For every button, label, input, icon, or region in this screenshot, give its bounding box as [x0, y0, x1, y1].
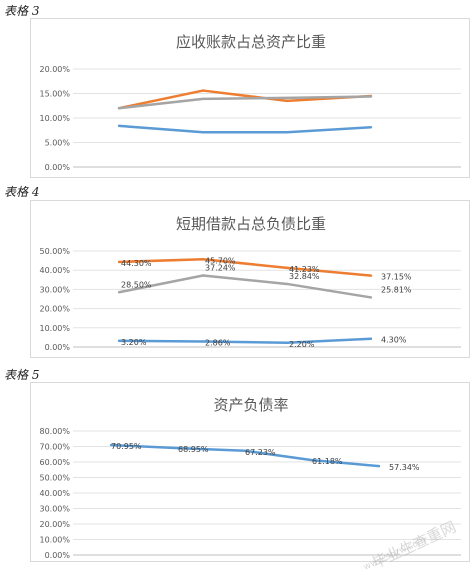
data-label: 68.95%	[178, 445, 209, 454]
y-tick-label: 10.00%	[39, 324, 70, 333]
data-point	[201, 89, 205, 92]
data-point	[201, 97, 205, 101]
data-label: 4.30%	[381, 336, 407, 345]
data-point	[117, 339, 121, 343]
data-label: 61.18%	[312, 457, 343, 466]
data-point	[243, 449, 247, 452]
data-point	[369, 274, 373, 277]
data-label: 3.20%	[121, 338, 147, 347]
data-point	[369, 126, 373, 129]
y-tick-label: 70.00%	[39, 443, 70, 452]
data-point	[201, 258, 205, 261]
data-label: 2.20%	[289, 340, 315, 349]
y-tick-label: 60.00%	[39, 458, 70, 467]
debt-asset-ratio-chart: 资产负债率 0.00% 10.00% 20.00% 30.00% 40.00% 50.00%…	[39, 396, 461, 560]
series-line	[118, 95, 372, 110]
series-line	[118, 258, 372, 277]
y-tick-label: 20.00%	[39, 65, 70, 74]
data-label: 41.23%	[289, 265, 320, 274]
data-point	[285, 96, 289, 100]
data-point	[310, 458, 314, 462]
data-label: 45.70%	[205, 256, 236, 265]
y-tick-label: 80.00%	[39, 427, 70, 436]
data-label: 37.15%	[381, 273, 412, 282]
data-point	[201, 274, 205, 277]
series-line	[118, 124, 372, 134]
data-point	[369, 337, 373, 340]
y-tick-label: 10.00%	[39, 536, 70, 545]
data-point	[285, 266, 289, 270]
y-tick-label: 15.00%	[39, 90, 70, 99]
series-line	[118, 274, 372, 299]
y-tick-label: 40.00%	[39, 489, 70, 498]
data-point	[117, 291, 121, 294]
data-point	[285, 99, 289, 103]
data-point	[369, 95, 373, 98]
data-point	[117, 124, 121, 128]
y-tick-label: 5.00%	[45, 139, 71, 148]
receivables-ratio-chart: 应收账款占总资产比重 0.00% 5.00% 10.00% 15.00% 20.00%	[39, 33, 461, 172]
data-point	[285, 131, 289, 134]
data-point	[109, 443, 113, 447]
data-label: 57.34%	[389, 463, 420, 472]
table-caption-3: 表格 3	[4, 4, 40, 18]
data-point	[369, 296, 373, 299]
y-tick-label: 50.00%	[39, 247, 70, 256]
y-tick-label: 0.00%	[45, 343, 71, 352]
data-point	[117, 107, 121, 110]
data-label: 2.86%	[205, 339, 231, 348]
data-point	[117, 260, 121, 264]
y-tick-label: 20.00%	[39, 520, 70, 529]
y-tick-label: 50.00%	[39, 474, 70, 483]
data-point	[377, 464, 381, 468]
table-caption-5: 表格 5	[4, 368, 40, 382]
chart-panel-receivables: 应收账款占总资产比重 0.00% 5.00% 10.00% 15.00% 20.00%	[30, 18, 470, 178]
y-tick-label: 0.00%	[45, 163, 71, 172]
data-point	[176, 446, 180, 450]
data-point	[285, 341, 289, 344]
chart-panel-debt-ratio: 资产负债率 0.00% 10.00% 20.00% 30.00% 40.00% 50.00%…	[30, 382, 470, 573]
y-tick-label: 10.00%	[39, 114, 70, 123]
data-label: 70.95%	[111, 442, 142, 451]
data-point	[201, 340, 205, 343]
data-label: 67.23%	[245, 448, 276, 457]
data-label: 25.81%	[381, 285, 412, 294]
data-point	[285, 282, 289, 286]
chart-title: 应收账款占总资产比重	[176, 33, 326, 51]
chart-title: 短期借款占总负债比重	[176, 215, 326, 233]
data-label: 32.84%	[289, 272, 320, 281]
y-tick-label: 30.00%	[39, 505, 70, 514]
table-caption-4: 表格 4	[4, 185, 40, 199]
y-tick-label: 0.00%	[45, 551, 71, 560]
data-point	[201, 131, 205, 134]
data-label: 28.50%	[121, 280, 152, 289]
y-tick-label: 30.00%	[39, 285, 70, 294]
chart-title: 资产负债率	[213, 396, 288, 414]
chart-panel-short-term-loans: 短期借款占总负债比重 0.00% 10.00% 20.00% 30.00% 40.00% 5…	[30, 200, 470, 358]
data-label: 37.24%	[205, 263, 236, 272]
data-label: 44.30%	[121, 259, 152, 268]
series-line	[118, 337, 372, 345]
short-term-loans-ratio-chart: 短期借款占总负债比重 0.00% 10.00% 20.00% 30.00% 40.00% 5…	[39, 215, 461, 352]
y-tick-label: 20.00%	[39, 305, 70, 314]
y-tick-label: 40.00%	[39, 266, 70, 275]
